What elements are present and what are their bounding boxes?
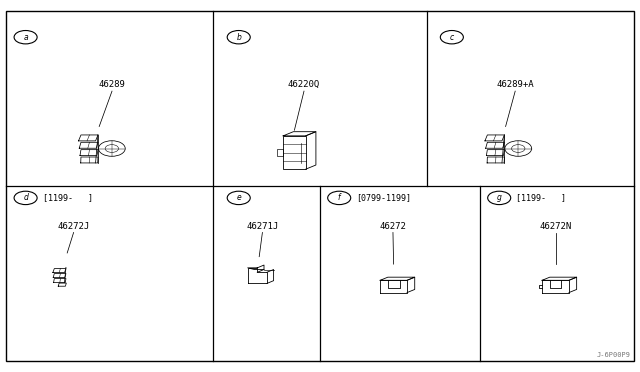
Text: 46289: 46289 [99,80,125,89]
Bar [277,149,283,156]
Text: [1199-   ]: [1199- ] [43,193,93,202]
Text: 46272J: 46272J [58,222,90,231]
Text: 46272: 46272 [380,222,406,231]
Text: b: b [236,33,241,42]
Text: f: f [338,193,340,202]
Text: [0799-1199]: [0799-1199] [356,193,412,202]
Text: 46220Q: 46220Q [288,80,320,89]
Text: 46272N: 46272N [540,222,572,231]
Text: [1199-   ]: [1199- ] [516,193,566,202]
Text: J-6P00P9: J-6P00P9 [596,352,630,358]
Text: a: a [23,33,28,42]
Text: e: e [236,193,241,202]
Text: d: d [23,193,28,202]
Text: g: g [497,193,502,202]
Text: 46289+A: 46289+A [497,80,534,89]
Text: 46271J: 46271J [246,222,278,231]
Text: c: c [450,33,454,42]
Bar [283,136,306,169]
